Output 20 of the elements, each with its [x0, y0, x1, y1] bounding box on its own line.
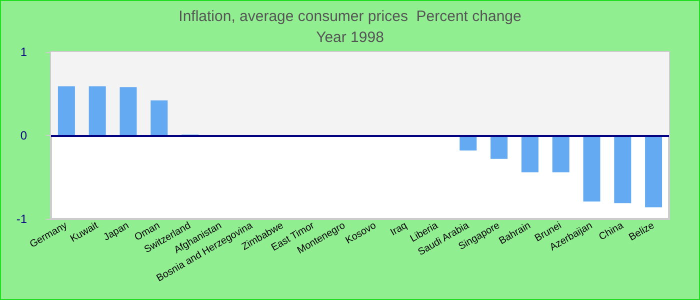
chart-title: Inflation, average consumer prices Percent change: [178, 8, 522, 25]
x-tick-label: China: [597, 220, 626, 243]
bar: [521, 136, 538, 172]
bar: [490, 136, 508, 159]
bar: [614, 136, 632, 204]
y-tick-label: 0: [20, 128, 28, 142]
x-tick-label: Japan: [102, 220, 131, 244]
bar: [58, 86, 75, 136]
bar: [552, 136, 570, 172]
y-tick-label: 1: [20, 45, 28, 59]
bar: [120, 87, 137, 136]
bar: [645, 136, 662, 208]
bar: [88, 86, 106, 136]
x-tick-label: Iraq: [388, 220, 410, 238]
bar: [150, 100, 168, 136]
bar: [460, 136, 477, 151]
bar: [583, 136, 600, 202]
x-tick-label: Belize: [627, 220, 657, 244]
chart-subtitle: Year 1998: [316, 29, 384, 46]
y-tick-label: -1: [16, 212, 28, 226]
